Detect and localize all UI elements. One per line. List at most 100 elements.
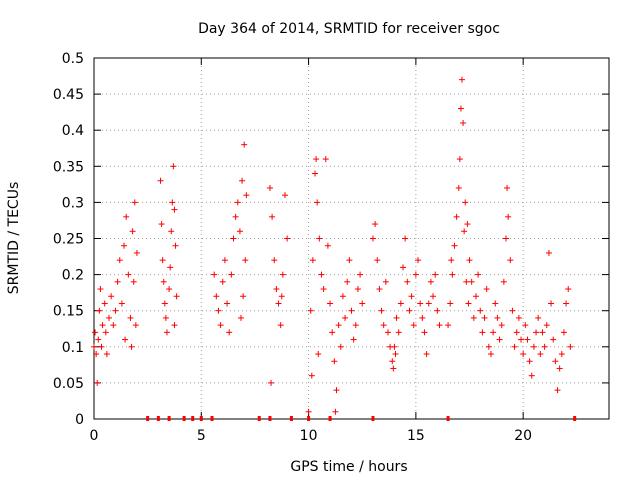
data-point [524, 336, 531, 343]
x-tick-label: 5 [197, 428, 206, 444]
data-point [382, 278, 389, 285]
x-axis-label: GPS time / hours [290, 459, 407, 475]
data-point [503, 235, 509, 242]
data-point [528, 372, 535, 379]
data-point [494, 314, 501, 321]
data-point [237, 314, 244, 321]
data-point [307, 307, 314, 314]
data-point [210, 416, 214, 421]
data-point [402, 235, 409, 242]
data-point [427, 278, 434, 285]
data-point [554, 387, 561, 394]
data-point [560, 329, 567, 336]
data-point [232, 213, 239, 220]
data-point [550, 336, 557, 343]
data-point [526, 358, 533, 365]
data-point [515, 314, 522, 321]
data-point [332, 408, 339, 415]
data-point [380, 322, 387, 329]
data-point [172, 242, 179, 249]
y-tick-label: 0.05 [53, 376, 84, 392]
data-point [169, 199, 176, 206]
data-point [102, 329, 109, 336]
data-point [129, 228, 136, 235]
y-tick-label: 0.1 [62, 340, 84, 356]
data-point [307, 416, 311, 421]
y-tick-label: 0.35 [53, 159, 84, 175]
data-point [504, 184, 511, 191]
data-point [93, 351, 100, 358]
data-point [230, 235, 237, 242]
data-point [103, 351, 110, 358]
data-point [335, 322, 342, 329]
data-point [376, 286, 383, 293]
data-point [327, 300, 334, 307]
data-point [221, 257, 228, 264]
data-point [289, 416, 293, 421]
data-point [477, 307, 484, 314]
data-point [369, 235, 376, 242]
data-point [94, 379, 101, 386]
data-point [457, 105, 464, 112]
data-point [278, 293, 285, 300]
y-tick-label: 0.3 [62, 195, 84, 211]
data-point [268, 379, 275, 386]
data-point [182, 416, 186, 421]
data-point [552, 358, 559, 365]
y-axis-label: SRMTID / TECUs [6, 182, 22, 295]
data-point [92, 329, 99, 336]
data-point [313, 156, 320, 163]
data-point [511, 343, 518, 350]
data-point [158, 221, 165, 228]
data-point [567, 343, 574, 350]
y-tick-label: 0.4 [62, 123, 84, 139]
data-point [199, 416, 203, 421]
data-point [465, 300, 472, 307]
data-point [239, 177, 246, 184]
data-point [479, 329, 486, 336]
data-point [350, 336, 357, 343]
data-point [449, 271, 456, 278]
data-point [101, 300, 108, 307]
data-point [266, 184, 273, 191]
data-point [453, 213, 460, 220]
data-point [391, 343, 398, 350]
y-tick-label: 0.15 [53, 304, 84, 320]
grid-layer [94, 58, 609, 419]
data-point [455, 184, 462, 191]
data-point [98, 343, 105, 350]
data-point [408, 293, 415, 300]
data-point [344, 278, 351, 285]
data-point [496, 336, 503, 343]
data-point [273, 286, 280, 293]
x-tick-label: 20 [514, 428, 532, 444]
data-point [543, 322, 550, 329]
data-point [436, 322, 443, 329]
data-point [163, 329, 170, 336]
data-point [384, 329, 391, 336]
data-point [279, 271, 286, 278]
data-point [400, 264, 406, 271]
data-point [445, 322, 452, 329]
data-point [573, 416, 577, 421]
data-point [125, 271, 132, 278]
data-point [268, 416, 272, 421]
data-point [518, 336, 525, 343]
data-point [417, 300, 424, 307]
data-point [157, 177, 164, 184]
data-point [448, 257, 455, 264]
data-point [357, 271, 364, 278]
data-point [481, 314, 488, 321]
data-point [257, 416, 261, 421]
data-point [329, 329, 336, 336]
data-point [346, 257, 353, 264]
y-tick-label: 0.2 [62, 268, 84, 284]
data-point [132, 322, 139, 329]
data-point [108, 293, 115, 300]
data-point [451, 242, 458, 249]
data-point [168, 228, 175, 235]
data-point [328, 416, 332, 421]
data-point [128, 343, 135, 350]
